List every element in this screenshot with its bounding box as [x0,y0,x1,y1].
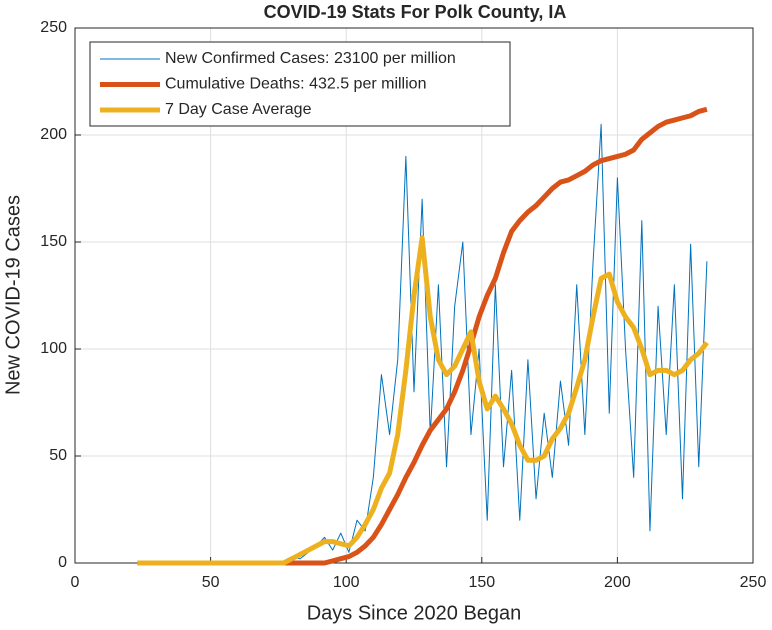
axes-box [74,27,754,564]
y-tick-label: 150 [40,233,67,250]
legend-label: Cumulative Deaths: 432.5 per million [165,76,426,93]
y-tick-label: 50 [49,447,67,464]
x-axis-label: Days Since 2020 Began [307,602,522,624]
legend-label: 7 Day Case Average [165,101,312,118]
x-tick-label: 100 [333,574,360,591]
x-tick-label: 50 [202,574,220,591]
x-tick-label: 200 [604,574,631,591]
y-tick-label: 250 [40,19,67,36]
series-line [137,235,709,566]
x-tick-label: 0 [71,574,80,591]
x-tick-label: 250 [740,574,767,591]
x-tick-label: 150 [468,574,495,591]
y-tick-label: 100 [40,340,67,357]
y-tick-label: 0 [58,554,67,571]
legend-label: New Confirmed Cases: 23100 per million [165,50,456,67]
y-axis-label: New COVID-19 Cases [2,195,24,395]
chart-title: COVID-19 Stats For Polk County, IA [264,2,567,22]
y-tick-label: 200 [40,126,67,143]
